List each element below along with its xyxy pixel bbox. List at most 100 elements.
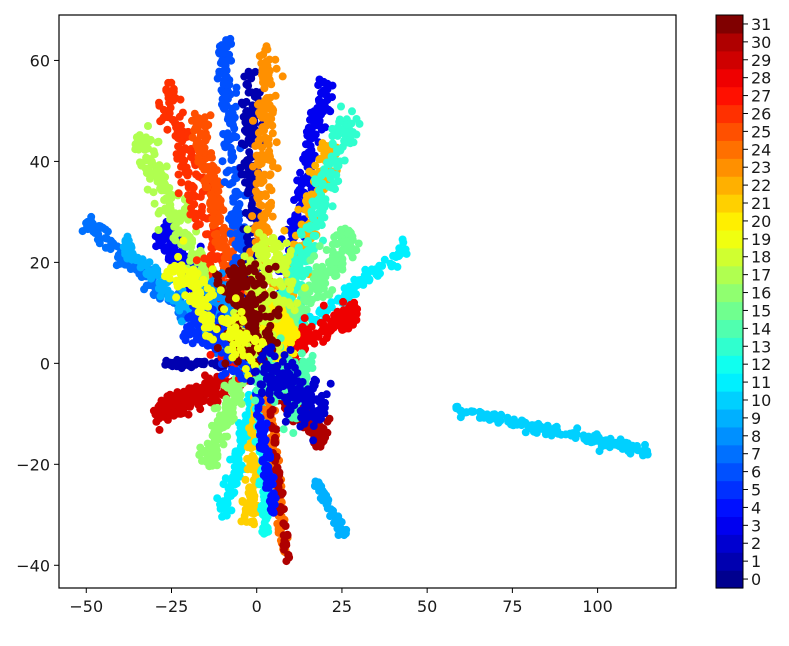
scatter-point-class-20 xyxy=(283,327,292,335)
scatter-point-class-26 xyxy=(169,96,178,105)
scatter-point-class-6 xyxy=(225,180,234,189)
scatter-point-class-26 xyxy=(191,209,200,218)
scatter-point-class-23 xyxy=(252,179,261,188)
scatter-point-class-13 xyxy=(321,195,330,204)
scatter-point-class-10 xyxy=(580,434,589,443)
scatter-point-class-3 xyxy=(293,188,302,197)
scatter-point-class-6 xyxy=(220,140,229,149)
scatter-point-class-15 xyxy=(332,271,341,280)
scatter-point-class-26 xyxy=(192,222,201,231)
scatter-point-class-26 xyxy=(184,183,193,192)
scatter-point-class-26 xyxy=(177,178,186,187)
scatter-point-class-14 xyxy=(251,396,260,405)
scatter-point-class-14 xyxy=(297,349,306,358)
scatter-point-class-16 xyxy=(218,416,226,425)
scatter-point-class-13 xyxy=(297,266,306,275)
scatter-point-class-17 xyxy=(142,169,151,178)
scatter-point-class-30 xyxy=(281,522,290,530)
scatter-point-class-9 xyxy=(177,317,186,326)
scatter-point-class-25 xyxy=(191,123,200,132)
scatter-point-class-23 xyxy=(259,50,268,59)
scatter-point-class-23 xyxy=(267,186,276,195)
scatter-point-class-3 xyxy=(306,108,315,117)
scatter-point-class-17 xyxy=(166,215,175,224)
scatter-point-class-4 xyxy=(267,491,276,500)
scatter-point-class-23 xyxy=(260,59,269,68)
scatter-point-class-16 xyxy=(213,403,222,412)
scatter-point-class-29 xyxy=(171,394,179,402)
scatter-point-class-10 xyxy=(532,428,541,437)
scatter-point-class-6 xyxy=(225,80,234,89)
scatter-point-class-3 xyxy=(319,78,328,87)
scatter-points xyxy=(78,34,652,566)
scatter-point-class-26 xyxy=(185,146,194,155)
scatter-point-class-29 xyxy=(189,386,197,395)
scatter-point-class-3 xyxy=(320,87,329,96)
scatter-point-class-10 xyxy=(513,420,522,429)
scatter-point-class-25 xyxy=(210,172,219,181)
scatter-point-class-17 xyxy=(175,211,184,219)
scatter-point-class-13 xyxy=(347,119,356,128)
scatter-point-class-9 xyxy=(330,519,338,528)
scatter-point-class-15 xyxy=(315,242,324,251)
scatter-point-class-1 xyxy=(177,357,186,365)
scatter-point-class-28 xyxy=(319,301,328,310)
scatter-point-class-6 xyxy=(225,135,234,144)
scatter-point-class-23 xyxy=(262,209,271,218)
scatter-point-class-23 xyxy=(272,138,281,147)
scatter-point-class-11 xyxy=(352,290,360,299)
scatter-point-class-15 xyxy=(313,283,322,292)
scatter-point-class-15 xyxy=(322,246,331,254)
scatter-point-class-1 xyxy=(241,118,250,127)
scatter-point-class-11 xyxy=(386,259,395,268)
scatter-point-class-1 xyxy=(236,164,245,172)
scatter-point-class-25 xyxy=(194,144,202,153)
scatter-point-class-9 xyxy=(142,270,151,279)
scatter-point-class-21 xyxy=(250,509,259,518)
scatter-point-class-21 xyxy=(238,497,247,506)
scatter-point-class-15 xyxy=(313,293,321,302)
scatter-point-class-28 xyxy=(352,316,361,324)
scatter-point-class-13 xyxy=(355,119,364,128)
scatter-point-class-10 xyxy=(485,415,494,424)
scatter-point-class-20 xyxy=(290,330,299,339)
scatter-point-class-25 xyxy=(202,120,211,128)
scatter-point-class-9 xyxy=(151,263,160,272)
scatter-point-class-13 xyxy=(337,102,345,111)
scatter-point-class-10 xyxy=(475,407,484,416)
scatter-point-class-25 xyxy=(209,208,218,217)
scatter-point-class-29 xyxy=(149,406,158,415)
scatter-point-class-29 xyxy=(182,396,191,404)
scatter-point-class-7 xyxy=(101,234,110,243)
scatter-point-class-29 xyxy=(159,412,168,421)
scatter-point-class-3 xyxy=(160,245,169,254)
scatter-point-class-6 xyxy=(225,55,234,63)
scatter-point-class-23 xyxy=(271,55,280,64)
scatter-point-class-7 xyxy=(82,219,91,228)
scatter-point-class-16 xyxy=(211,443,220,452)
scatter-point-class-26 xyxy=(169,84,178,93)
scatter-point-class-25 xyxy=(206,190,215,199)
scatter-point-class-26 xyxy=(207,243,216,252)
scatter-point-class-7 xyxy=(87,212,96,221)
scatter-point-class-26 xyxy=(174,189,183,198)
scatter-point-class-13 xyxy=(335,117,344,126)
scatter-point-class-4 xyxy=(269,473,278,482)
scatter-point-class-29 xyxy=(180,387,188,396)
scatter-point-class-15 xyxy=(323,267,332,276)
scatter-point-class-25 xyxy=(190,109,199,118)
scatter-point-class-6 xyxy=(228,153,237,162)
scatter-point-class-22 xyxy=(294,205,303,214)
scatter-point-class-26 xyxy=(167,78,176,87)
scatter-point-class-25 xyxy=(202,132,211,141)
scatter-point-class-28 xyxy=(350,298,359,307)
scatter-point-class-4 xyxy=(264,467,273,476)
scatter-point-class-5 xyxy=(185,322,194,330)
scatter-point-class-21 xyxy=(250,492,259,501)
scatter-point-class-25 xyxy=(200,163,209,172)
scatter-point-class-1 xyxy=(237,98,246,107)
scatter-point-class-3 xyxy=(318,101,327,110)
scatter-point-class-25 xyxy=(207,149,216,158)
scatter-point-class-6 xyxy=(222,72,231,81)
